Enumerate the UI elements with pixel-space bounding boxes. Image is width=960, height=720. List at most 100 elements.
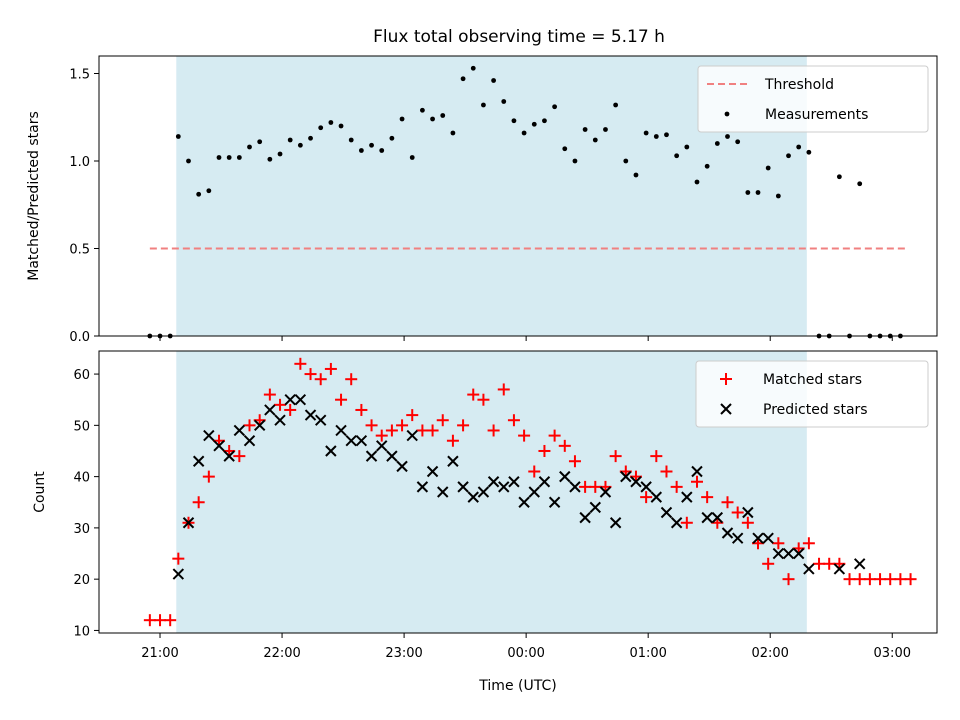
matched-star-point: [284, 403, 297, 416]
matched-star-point: [263, 388, 276, 401]
measurement-point: [206, 188, 212, 194]
predicted-star-point: [609, 517, 622, 529]
predicted-star-point: [569, 481, 581, 493]
count-panel: 10 20 30 40 50 60 21:00 22:00 23:00 00:00 01:00 02…: [32, 350, 938, 694]
measurement-point: [491, 78, 496, 83]
predicted-star-point: [579, 511, 591, 524]
matched-star-point: [813, 557, 826, 570]
count-y-tick-label: 20: [73, 573, 90, 588]
predicted-star-point: [223, 450, 235, 462]
measurement-point: [735, 139, 741, 145]
measurement-point: [348, 137, 354, 143]
measurement-point: [542, 118, 547, 124]
x-tick-label: 02:00: [751, 646, 788, 661]
ratio-legend: Threshold Measurements: [697, 65, 929, 133]
predicted-star-point: [782, 547, 795, 560]
ratio-legend-box: [697, 65, 929, 133]
predicted-star-points: [172, 394, 866, 580]
measurement-point: [725, 134, 730, 139]
matched-star-point: [477, 393, 490, 406]
predicted-star-point: [294, 394, 307, 406]
predicted-star-point: [416, 481, 429, 493]
predicted-star-point: [345, 435, 357, 447]
measurement-point: [684, 144, 690, 150]
ratio-panel: 0.0 0.5 1.0 1.5 Matched/Predicted stars Thr…: [26, 55, 938, 345]
count-plot-frame: [98, 350, 938, 634]
measurement-point: [582, 127, 588, 132]
predicted-star-point: [335, 424, 347, 437]
measurement-point: [704, 163, 710, 169]
legend-predicted-label: Predicted stars: [763, 402, 868, 418]
count-legend-box: [695, 360, 929, 428]
matched-star-point: [680, 516, 693, 529]
measurement-point: [420, 107, 425, 113]
matched-star-point: [274, 398, 287, 411]
matched-star-point: [874, 573, 887, 586]
predicted-star-point: [691, 465, 703, 478]
matched-star-point: [650, 450, 663, 463]
measurement-point: [196, 191, 202, 197]
measurement-point: [552, 104, 558, 110]
matched-star-point: [164, 614, 177, 627]
predicted-star-point: [253, 419, 266, 432]
measurement-point: [511, 118, 517, 124]
measurement-point: [623, 158, 629, 164]
measurement-point: [857, 181, 863, 187]
matched-star-point: [660, 465, 673, 478]
measurement-point: [481, 102, 486, 108]
matched-star-point: [823, 557, 836, 570]
predicted-star-point: [681, 491, 693, 503]
ratio-y-axis-label: Matched/Predicted stars: [26, 111, 42, 281]
predicted-star-point: [203, 429, 215, 442]
matched-star-point: [894, 573, 907, 586]
matched-star-point: [518, 429, 531, 442]
measurement-point: [714, 141, 720, 146]
predicted-star-point: [528, 486, 540, 498]
predicted-star-point: [803, 563, 815, 575]
ratio-y-tick-label: 0.0: [69, 330, 90, 345]
chart-title: Flux total observing time = 5.17 h: [373, 27, 665, 47]
predicted-star-point: [467, 491, 479, 503]
measurement-point: [562, 146, 568, 152]
measurement-point: [603, 127, 608, 132]
predicted-star-point: [548, 496, 561, 508]
measurement-point: [440, 113, 446, 118]
ratio-y-tick-label: 1.0: [69, 155, 90, 170]
matched-star-point: [314, 373, 327, 386]
measurement-point: [592, 137, 598, 143]
ratio-y-ticks: 0.0 0.5 1.0 1.5: [69, 68, 99, 345]
matched-star-point: [609, 450, 622, 463]
predicted-star-point: [589, 501, 601, 514]
legend-matched-swatch: [720, 373, 732, 385]
count-x-ticks: 21:00 22:00 23:00 00:00 01:00 02:00 03:00: [141, 633, 911, 661]
legend-threshold-label: Threshold: [764, 77, 834, 93]
predicted-star-point: [670, 517, 683, 529]
matched-star-point: [345, 373, 358, 386]
x-tick-label: 22:00: [263, 646, 300, 661]
matched-star-point: [375, 429, 388, 442]
x-axis-label: Time (UTC): [478, 678, 556, 694]
predicted-star-point: [721, 527, 734, 539]
matched-star-point: [538, 444, 551, 457]
matched-star-point: [396, 419, 409, 432]
measurement-point: [399, 116, 405, 122]
count-y-axis-label: Count: [32, 471, 48, 513]
matched-star-point: [579, 480, 592, 493]
measurement-point: [247, 144, 252, 150]
matched-star-point: [731, 506, 744, 519]
predicted-star-point: [457, 481, 469, 493]
measurement-point: [633, 172, 639, 178]
predicted-star-point: [701, 511, 713, 524]
predicted-star-point: [487, 476, 500, 488]
measurement-point: [409, 155, 415, 160]
predicted-star-point: [508, 476, 520, 488]
predicted-star-point: [660, 506, 673, 519]
matched-star-point: [863, 573, 876, 586]
matched-star-point: [426, 424, 439, 437]
matched-star-point: [446, 434, 459, 447]
matched-star-point: [385, 424, 398, 437]
matched-star-point: [457, 419, 470, 432]
predicted-star-point: [498, 481, 510, 493]
matched-star-point: [324, 362, 337, 375]
legend-measurements-swatch: [724, 111, 730, 117]
